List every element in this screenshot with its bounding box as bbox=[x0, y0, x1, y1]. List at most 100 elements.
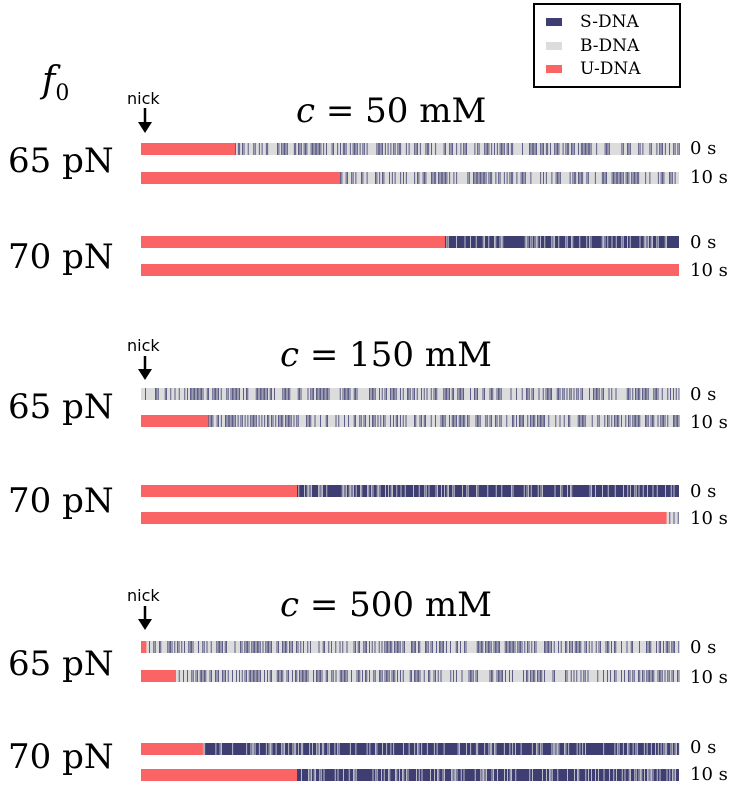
state-stripe bbox=[607, 641, 608, 653]
state-stripe bbox=[536, 143, 537, 155]
state-stripe bbox=[611, 236, 613, 248]
state-stripe bbox=[265, 641, 267, 653]
state-stripe bbox=[405, 172, 407, 184]
state-stripe bbox=[400, 670, 401, 682]
state-stripe bbox=[646, 743, 648, 755]
state-stripe bbox=[394, 641, 395, 653]
state-stripe bbox=[642, 143, 644, 155]
state-stripe bbox=[281, 415, 282, 427]
state-stripe bbox=[481, 172, 483, 184]
state-stripe bbox=[300, 743, 302, 755]
state-stripe bbox=[234, 641, 236, 653]
state-stripe bbox=[418, 743, 420, 755]
state-stripe bbox=[415, 143, 417, 155]
state-stripe bbox=[565, 743, 567, 755]
state-stripe bbox=[629, 670, 631, 682]
state-stripe bbox=[376, 172, 378, 184]
state-stripe bbox=[474, 143, 476, 155]
state-stripe bbox=[492, 670, 494, 682]
state-stripe bbox=[247, 143, 249, 155]
state-stripe bbox=[449, 143, 451, 155]
state-stripe bbox=[512, 415, 513, 427]
state-stripe bbox=[652, 236, 653, 248]
state-stripe bbox=[464, 415, 466, 427]
state-stripe bbox=[379, 485, 381, 497]
b-dna-segment bbox=[666, 512, 679, 524]
state-stripe bbox=[549, 641, 551, 653]
state-stripe bbox=[587, 172, 589, 184]
state-stripe bbox=[402, 670, 404, 682]
state-stripe bbox=[318, 485, 319, 497]
state-stripe bbox=[331, 641, 332, 653]
state-stripe bbox=[376, 769, 378, 781]
state-stripe bbox=[466, 743, 467, 755]
state-stripe bbox=[451, 769, 452, 781]
state-stripe bbox=[655, 743, 656, 755]
state-stripe bbox=[409, 670, 411, 682]
state-stripe bbox=[614, 670, 615, 682]
state-stripe bbox=[644, 769, 645, 781]
state-stripe bbox=[669, 172, 670, 184]
state-stripe bbox=[490, 641, 492, 653]
state-stripe bbox=[239, 388, 240, 400]
u-dna-segment bbox=[141, 264, 679, 276]
state-stripe bbox=[526, 236, 527, 248]
state-stripe bbox=[222, 670, 223, 682]
state-stripe bbox=[215, 670, 216, 682]
state-stripe bbox=[232, 743, 234, 755]
state-stripe bbox=[664, 236, 666, 248]
state-stripe bbox=[638, 670, 639, 682]
state-stripe bbox=[600, 641, 601, 653]
state-stripe bbox=[244, 641, 246, 653]
state-stripe bbox=[427, 641, 429, 653]
state-stripe bbox=[402, 415, 404, 427]
state-stripe bbox=[309, 415, 310, 427]
state-stripe bbox=[471, 670, 473, 682]
state-stripe bbox=[633, 670, 635, 682]
state-stripe bbox=[440, 172, 442, 184]
state-stripe bbox=[279, 670, 281, 682]
state-stripe bbox=[474, 388, 475, 400]
state-stripe bbox=[345, 143, 347, 155]
state-stripe bbox=[426, 143, 428, 155]
state-stripe bbox=[546, 641, 548, 653]
state-stripe bbox=[442, 769, 444, 781]
state-stripe bbox=[258, 641, 260, 653]
state-stripe bbox=[629, 143, 631, 155]
state-stripe bbox=[625, 415, 627, 427]
state-stripe bbox=[406, 769, 407, 781]
state-stripe bbox=[522, 143, 523, 155]
state-stripe bbox=[290, 415, 292, 427]
state-stripe bbox=[268, 415, 270, 427]
state-stripe bbox=[635, 769, 637, 781]
state-stripe bbox=[223, 670, 225, 682]
state-stripe bbox=[194, 388, 195, 400]
state-stripe bbox=[542, 485, 543, 497]
legend-label-u-dna: U-DNA bbox=[580, 59, 641, 79]
state-stripe bbox=[457, 641, 458, 653]
state-stripe bbox=[484, 236, 485, 248]
state-stripe bbox=[524, 236, 526, 248]
state-stripe bbox=[380, 415, 382, 427]
state-stripe bbox=[298, 743, 299, 755]
state-stripe bbox=[593, 388, 594, 400]
u-dna-segment bbox=[141, 415, 209, 427]
state-stripe bbox=[191, 388, 193, 400]
state-stripe bbox=[551, 172, 553, 184]
state-stripe bbox=[470, 388, 471, 400]
state-stripe bbox=[577, 415, 579, 427]
state-stripe bbox=[320, 670, 321, 682]
state-stripe bbox=[282, 143, 284, 155]
state-stripe bbox=[567, 485, 568, 497]
nick-arrow-icon bbox=[138, 356, 152, 380]
state-stripe bbox=[650, 143, 652, 155]
state-stripe bbox=[418, 172, 420, 184]
state-stripe bbox=[510, 641, 512, 653]
state-stripe bbox=[356, 388, 358, 400]
state-stripe bbox=[495, 172, 497, 184]
state-stripe bbox=[292, 670, 293, 682]
state-stripe bbox=[400, 388, 401, 400]
state-stripe bbox=[661, 415, 663, 427]
state-stripe bbox=[171, 641, 173, 653]
state-stripe bbox=[548, 388, 550, 400]
